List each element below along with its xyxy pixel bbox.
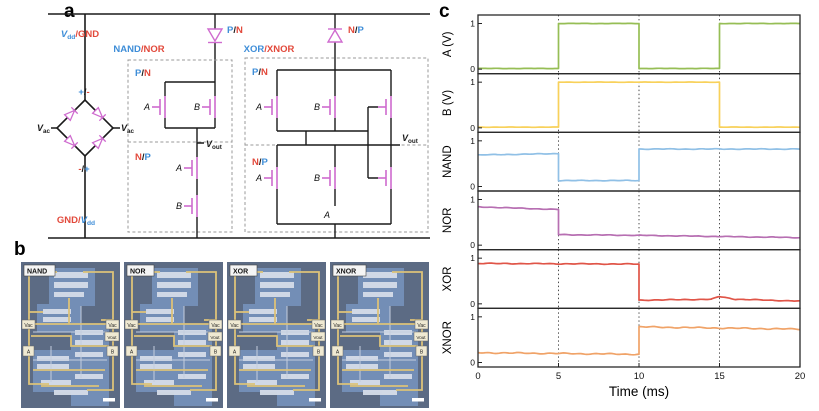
a-pad-label: A [27,350,31,356]
y-tick-label: 1 [470,253,475,263]
row-label-0: A (V) [442,31,454,57]
gate-tag: XNOR [336,269,356,276]
xor-xnor-network [244,57,429,238]
row-label-3: NOR [442,208,454,234]
trace-xnor [477,325,801,356]
y-tick-label: 0 [470,299,475,309]
tag-box [332,264,367,277]
vout-pad-label: Vout [107,335,117,340]
pn-diode [206,14,224,82]
pn-section-label-xor: P/N [252,67,268,78]
bridge-rectifier [51,14,120,238]
nand-nor-title: NAND/NOR [113,44,164,55]
micrograph-xor: XOR Vac A Vac Vout B [226,261,327,409]
vac-pad-label: Vac [211,323,220,329]
vout-label-nand: Vout [206,139,223,151]
x-axis-title: Time (ms) [609,384,669,399]
gate-b-nmos-nand: B [176,201,182,211]
b-pad-label: B [214,350,218,356]
y-tick-label: 1 [470,312,475,322]
gate-b-pmos-xor: B [314,102,320,112]
tag-box [229,264,258,277]
gnd-vdd-label: GND/Vdd [57,215,95,227]
b-pad-label: B [111,350,115,356]
vac-pad-label: Vac [230,323,239,329]
np-section-label-nand: N/P [135,152,152,163]
x-tick-label: 15 [714,371,725,382]
np-diode-label: N/P [348,25,365,36]
panel-a-letter: a [64,1,75,22]
gate-tag: NOR [130,269,146,276]
nand-nor-network [127,59,233,238]
vac-right-label: Vac [121,123,135,135]
vac-pad-label: Vac [24,323,33,329]
micrograph-nor: NOR Vac A Vac Vout B [123,261,224,409]
gate-b-pmos-nand: B [194,102,200,112]
y-tick-label: 1 [470,195,475,205]
a-pad-label: A [130,350,134,356]
xor-xnor-title: XOR/XNOR [244,44,295,55]
y-tick-label: 0 [470,358,475,368]
trace-xor [477,262,801,302]
a-pad-label: A [233,350,237,356]
y-tick-label: 1 [470,19,475,29]
np-section-label-xor: N/P [252,157,269,168]
x-tick-label: 10 [634,371,645,382]
gate-tag: XOR [233,269,248,276]
row-label-2: NAND [442,145,454,178]
x-tick-label: 5 [556,371,561,382]
trace-nand [478,147,801,182]
trace-nor [477,205,801,239]
vac-pad-label: Vac [108,323,117,329]
gate-a-nmos-nand: A [175,163,182,173]
vdd-gnd-label: Vdd/GND [61,29,99,41]
vac-pad-label: Vac [127,323,136,329]
gate-a-nmos-xor: A [255,173,262,183]
plus-minus-label: +/- [78,87,89,98]
vac-pad-label: Vac [417,323,426,329]
panel-c-letter: c [439,1,450,22]
circuit-schematic: Vdd/GND GND/Vdd +/- -/+ Vac Vac P/N N/P … [37,13,430,239]
row-label-1: B (V) [442,90,454,116]
y-tick-label: 1 [470,77,475,87]
y-tick-label: 0 [470,64,475,74]
vac-left-label: Vac [37,123,51,135]
pn-section-label-nand: P/N [135,68,151,79]
vout-pad-label: Vout [416,335,426,340]
row-label-5: XNOR [442,321,454,354]
x-tick-label: 0 [475,371,480,382]
panel-b-letter: b [14,239,26,260]
tag-box [23,264,56,277]
gate-a-source-xor: A [323,210,330,220]
trace-av [477,22,800,70]
y-tick-label: 0 [470,240,475,250]
np-diode [326,14,344,70]
micrograph-nand: NAND Vac A Vac Vout B [20,261,121,409]
supply-rails [48,13,430,239]
vout-pad-label: Vout [210,335,220,340]
b-pad-label: B [420,350,424,356]
vac-pad-label: Vac [333,323,342,329]
minus-plus-label: -/+ [78,164,90,175]
y-tick-label: 0 [470,123,475,133]
trace-bv [478,81,801,129]
gate-a-pmos-xor: A [255,102,262,112]
vac-pad-label: Vac [314,323,323,329]
row-label-4: XOR [442,267,454,292]
gate-b-nmos-xor: B [314,173,320,183]
gate-tag: NAND [27,269,47,276]
vout-pad-label: Vout [313,335,323,340]
b-pad-label: B [317,350,321,356]
pn-diode-label: P/N [227,25,243,36]
a-pad-label: A [336,350,340,356]
y-tick-label: 1 [470,136,475,146]
x-tick-label: 20 [795,371,806,382]
y-tick-label: 0 [470,182,475,192]
tag-box [126,264,155,277]
micrograph-xnor: XNOR Vac A Vac Vout B [329,261,430,409]
vout-label-xor: Vout [402,133,419,145]
gate-a-pmos-nand: A [143,102,150,112]
